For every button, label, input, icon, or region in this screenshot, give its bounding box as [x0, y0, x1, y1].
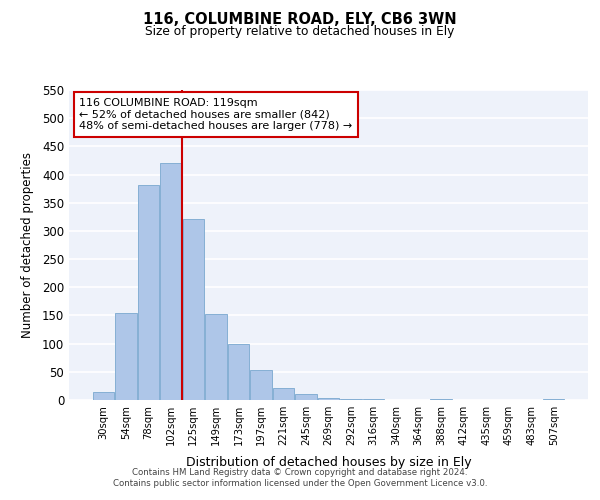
Y-axis label: Number of detached properties: Number of detached properties [20, 152, 34, 338]
Bar [115, 312, 137, 400]
Bar [92, 392, 114, 400]
Text: Contains HM Land Registry data © Crown copyright and database right 2024.
Contai: Contains HM Land Registry data © Crown c… [113, 468, 487, 487]
Bar [318, 398, 339, 400]
Text: 116, COLUMBINE ROAD, ELY, CB6 3WN: 116, COLUMBINE ROAD, ELY, CB6 3WN [143, 12, 457, 28]
X-axis label: Distribution of detached houses by size in Ely: Distribution of detached houses by size … [185, 456, 472, 469]
Bar [340, 399, 362, 400]
Bar [182, 218, 204, 400]
Bar [273, 388, 294, 400]
Bar [205, 314, 227, 400]
Bar [160, 164, 182, 400]
Bar [543, 399, 565, 400]
Bar [250, 370, 272, 400]
Bar [228, 344, 249, 400]
Bar [137, 184, 159, 400]
Text: 116 COLUMBINE ROAD: 119sqm
← 52% of detached houses are smaller (842)
48% of sem: 116 COLUMBINE ROAD: 119sqm ← 52% of deta… [79, 98, 353, 131]
Bar [295, 394, 317, 400]
Text: Size of property relative to detached houses in Ely: Size of property relative to detached ho… [145, 25, 455, 38]
